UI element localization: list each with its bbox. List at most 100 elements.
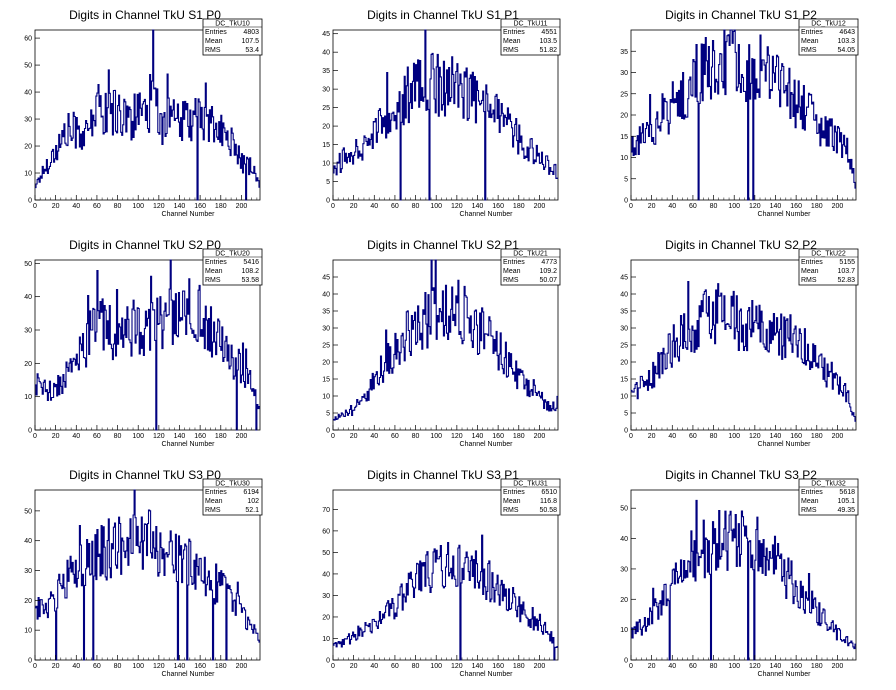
x-tick-label: 20 (350, 433, 358, 440)
y-tick-label: 20 (24, 144, 32, 151)
x-tick-label: 20 (350, 663, 358, 670)
chart-title: Digits in Channel TkU S1 P2 (665, 8, 817, 22)
x-tick-label: 160 (194, 433, 206, 440)
stats-box (202, 248, 263, 286)
x-tick-label: 180 (513, 663, 525, 670)
y-tick-label: 10 (24, 628, 32, 635)
y-tick-label: 15 (322, 377, 330, 384)
stats-box (798, 478, 859, 516)
y-tick-label: 20 (322, 614, 330, 621)
x-tick-label: 200 (534, 663, 546, 670)
stats-key: RMS (205, 507, 221, 514)
y-tick-label: 40 (24, 538, 32, 545)
plot-frame (34, 259, 261, 431)
x-tick-label: 40 (668, 663, 676, 670)
stats-name: DC_TkU21 (513, 251, 548, 258)
stats-key: Entries (503, 489, 525, 496)
y-tick-label: 30 (620, 326, 628, 333)
y-tick-label: 25 (322, 105, 330, 112)
x-tick-label: 200 (236, 433, 248, 440)
stats-value: 49.35 (837, 507, 855, 514)
chart-title: Digits in Channel TkU S3 P2 (665, 468, 817, 482)
stats-key: Entries (801, 259, 823, 266)
plot-frame (34, 29, 261, 201)
x-tick-label: 80 (412, 203, 420, 210)
x-tick-label: 140 (770, 433, 782, 440)
y-tick-label: 5 (326, 411, 330, 418)
x-tick-label: 80 (710, 203, 718, 210)
y-tick-label: 10 (322, 636, 330, 643)
x-tick-label: 200 (236, 203, 248, 210)
x-tick-label: 80 (412, 433, 420, 440)
y-tick-label: 50 (24, 261, 32, 268)
stats-key: Mean (205, 268, 223, 275)
y-tick-label: 20 (620, 360, 628, 367)
stats-value: 51.82 (539, 47, 557, 54)
y-tick-label: 35 (322, 68, 330, 75)
x-tick-label: 100 (728, 433, 740, 440)
y-tick-label: 30 (24, 568, 32, 575)
plot-frame (332, 29, 559, 201)
x-tick-label: 40 (72, 663, 80, 670)
y-tick-label: 0 (326, 198, 330, 205)
histogram-pad: Digits in Channel TkU S1 P10 20 40 60 80 100 1… (322, 8, 561, 218)
y-tick-label: 50 (620, 506, 628, 513)
stats-value: 5416 (243, 259, 259, 266)
stats-value: 109.2 (539, 268, 557, 275)
chart-title: Digits in Channel TkU S3 P1 (367, 468, 519, 482)
x-tick-label: 0 (33, 203, 37, 210)
histogram-pad: Digits in Channel TkU S3 P00 20 40 60 80 100 1… (24, 468, 263, 678)
stats-name: DC_TkU22 (811, 251, 846, 258)
stats-name: DC_TkU10 (215, 21, 250, 28)
x-tick-label: 160 (492, 203, 504, 210)
x-tick-label: 40 (370, 663, 378, 670)
x-tick-label: 60 (391, 663, 399, 670)
stats-value: 4803 (243, 29, 259, 36)
x-tick-label: 60 (689, 433, 697, 440)
x-tick-label: 100 (430, 663, 442, 670)
x-tick-label: 120 (451, 433, 463, 440)
x-tick-label: 40 (668, 203, 676, 210)
stats-value: 103.5 (539, 38, 557, 45)
stats-value: 105.1 (837, 498, 855, 505)
x-tick-label: 180 (215, 203, 227, 210)
stats-name: DC_TkU32 (811, 481, 846, 488)
y-tick-label: 25 (322, 343, 330, 350)
x-tick-label: 120 (749, 203, 761, 210)
x-tick-label: 60 (93, 433, 101, 440)
histogram-line (35, 29, 260, 201)
x-tick-label: 140 (174, 433, 186, 440)
x-tick-label: 100 (430, 203, 442, 210)
histogram-pad: Digits in Channel TkU S3 P10 20 40 60 80 100 1… (322, 468, 561, 678)
x-tick-label: 120 (749, 433, 761, 440)
stats-box (798, 18, 859, 56)
x-axis-label: Channel Number (162, 211, 216, 218)
x-tick-label: 60 (391, 433, 399, 440)
y-tick-label: 70 (322, 507, 330, 514)
y-tick-label: 0 (28, 198, 32, 205)
x-tick-label: 80 (114, 663, 122, 670)
y-tick-label: 40 (322, 571, 330, 578)
stats-box (202, 18, 263, 56)
x-tick-label: 80 (412, 663, 420, 670)
chart-title: Digits in Channel TkU S2 P2 (665, 238, 817, 252)
x-tick-label: 40 (370, 203, 378, 210)
y-tick-label: 50 (24, 508, 32, 515)
x-axis-label: Channel Number (460, 211, 514, 218)
y-tick-label: 30 (620, 70, 628, 77)
x-tick-label: 20 (648, 203, 656, 210)
y-tick-label: 30 (322, 326, 330, 333)
x-tick-label: 120 (451, 663, 463, 670)
x-tick-label: 180 (215, 663, 227, 670)
x-tick-label: 0 (629, 663, 633, 670)
stats-value: 53.58 (241, 277, 259, 284)
x-tick-label: 180 (811, 663, 823, 670)
x-tick-label: 160 (790, 203, 802, 210)
y-tick-label: 25 (620, 343, 628, 350)
histogram-line (35, 489, 260, 661)
x-axis-label: Channel Number (460, 671, 514, 678)
x-tick-label: 200 (832, 433, 844, 440)
stats-key: Entries (205, 489, 227, 496)
x-tick-label: 100 (728, 663, 740, 670)
